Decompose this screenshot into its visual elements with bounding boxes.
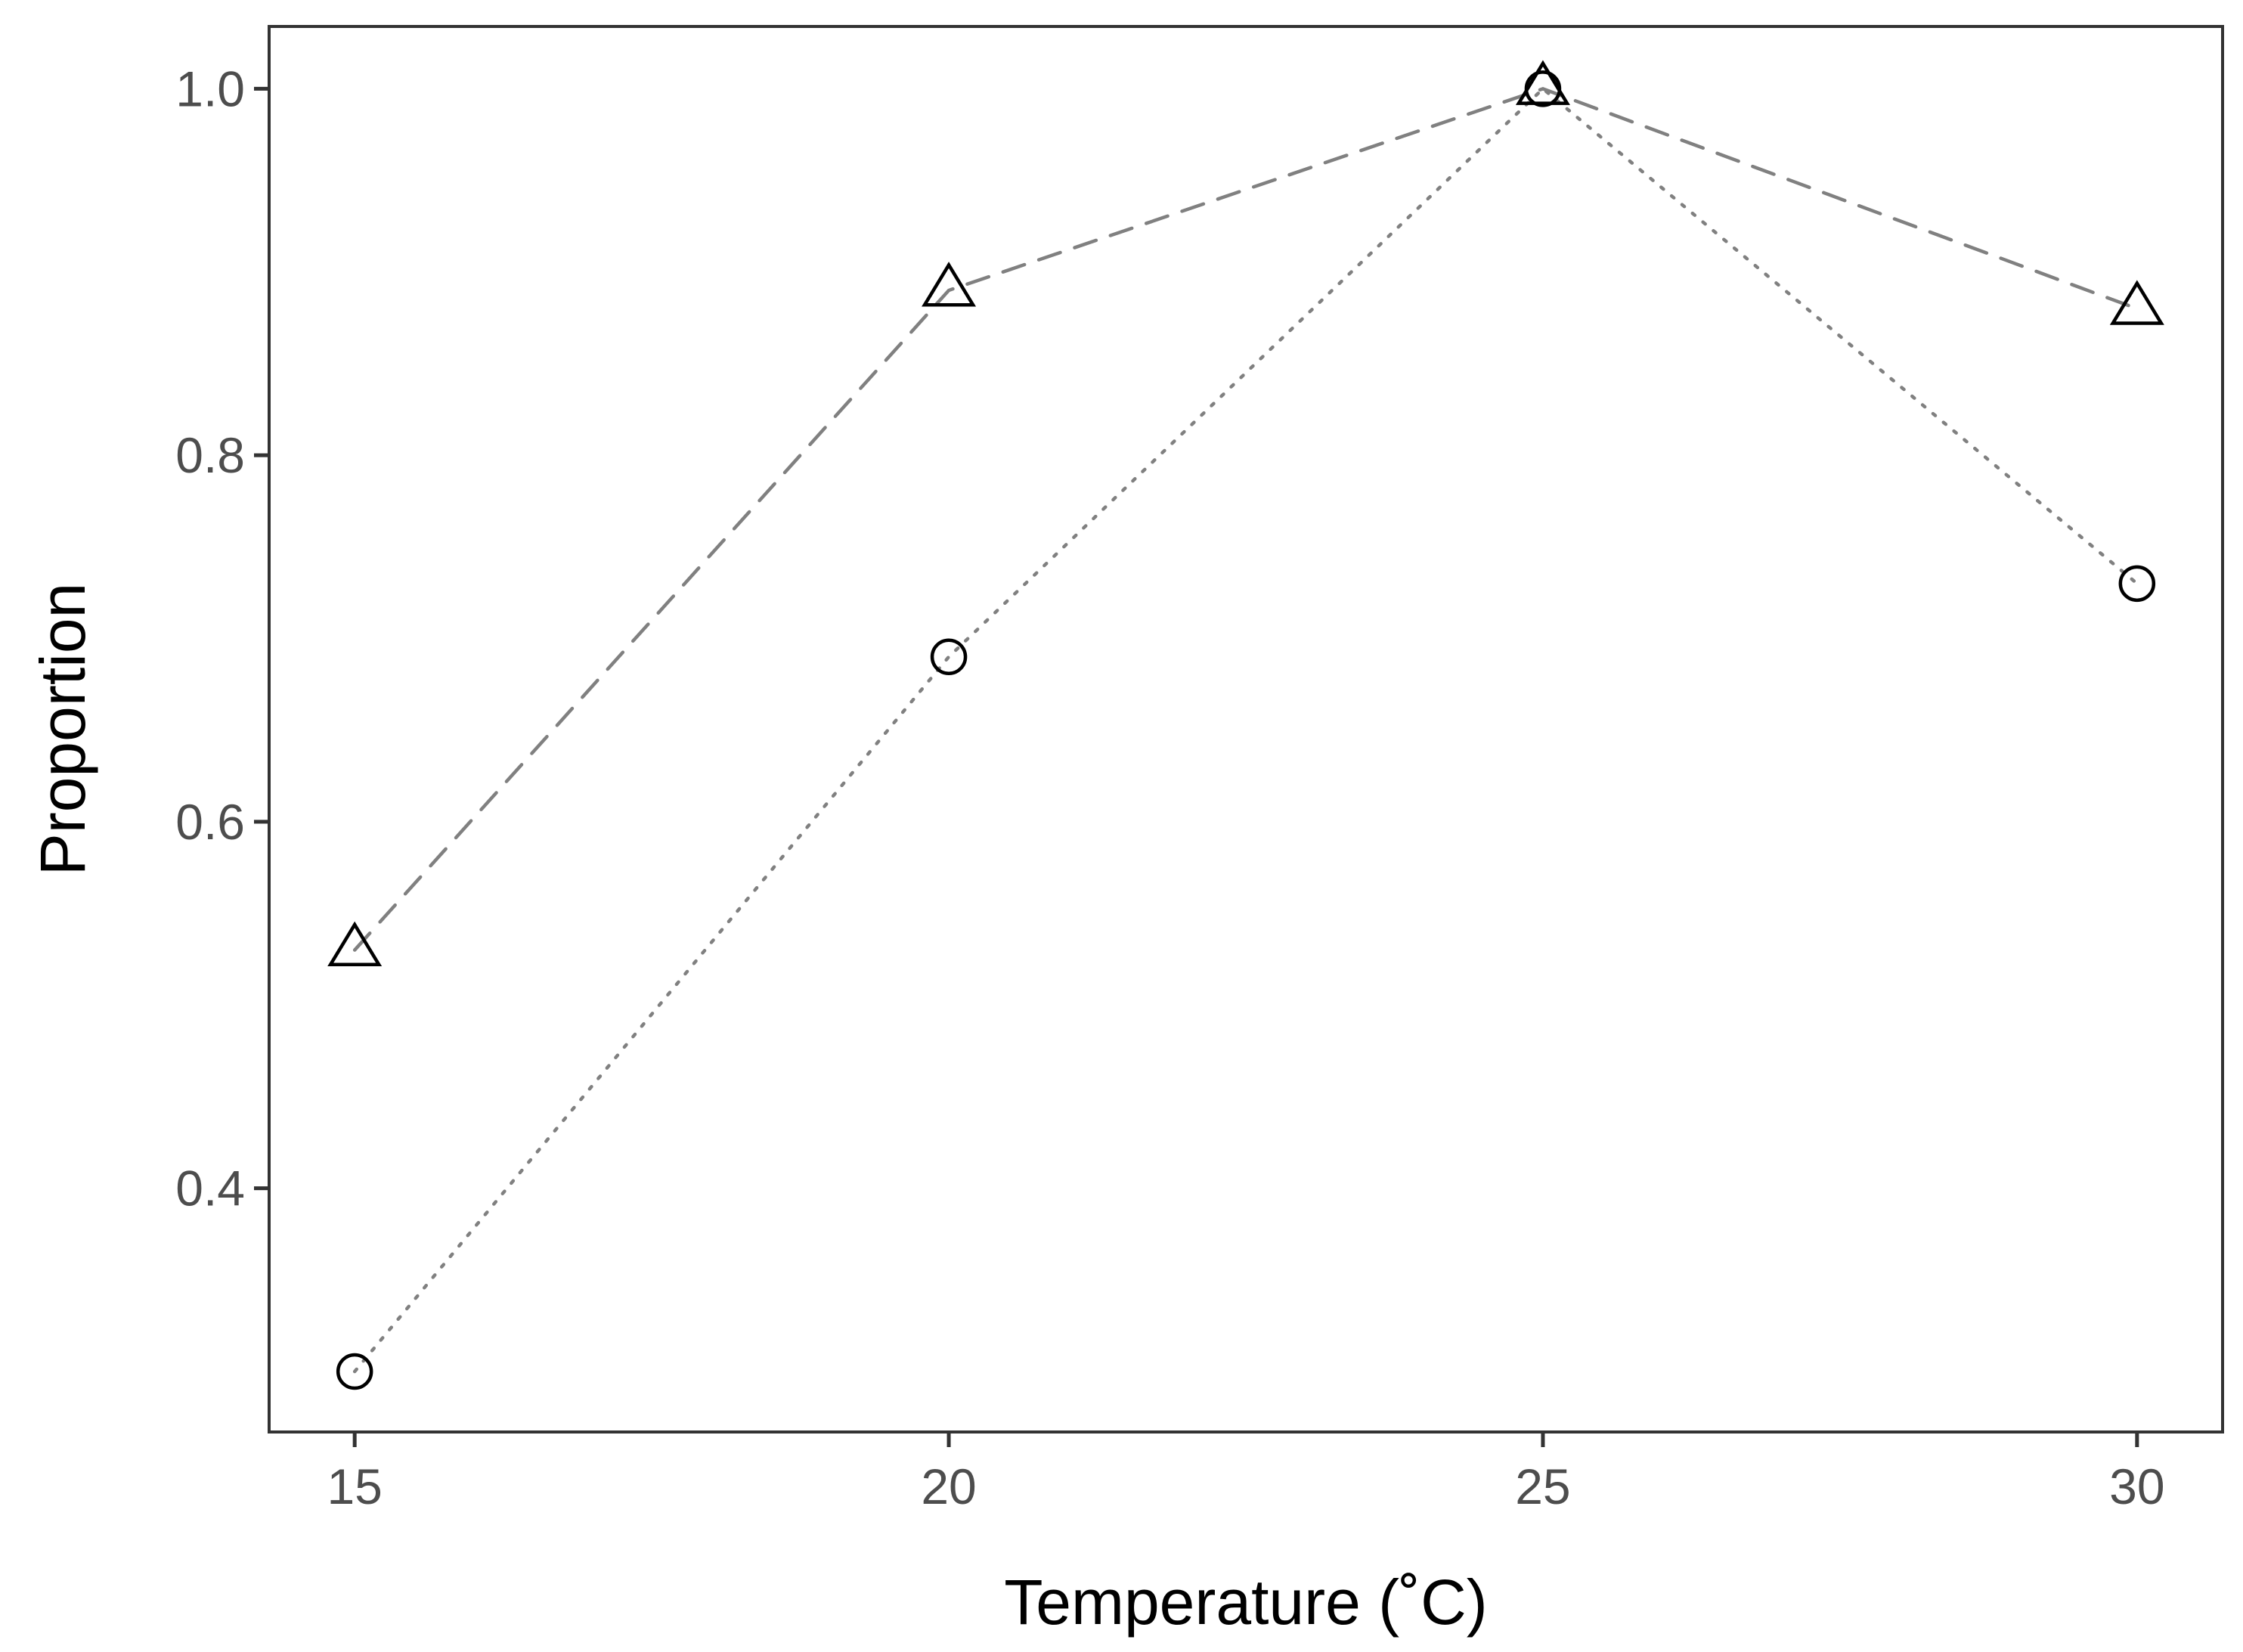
y-tick-label: 0.8	[175, 427, 245, 483]
series-line-triangle	[352, 87, 2139, 952]
x-tick-label: 20	[921, 1458, 976, 1514]
y-tick-label: 0.4	[175, 1161, 245, 1217]
x-axis-title: Temperature (˚C)	[1004, 1567, 1487, 1638]
series-line-circle	[352, 86, 2139, 1374]
y-tick-label: 1.0	[175, 60, 245, 116]
axis-layer: 15 20 25 30 0.4 0.6 0.8 1.0	[175, 60, 2164, 1514]
triangle-point	[327, 921, 383, 967]
x-tick-label: 15	[327, 1458, 382, 1514]
series-layer	[327, 60, 2164, 1390]
plot-frame	[268, 25, 2224, 1433]
triangle-point	[1515, 60, 1570, 105]
circle-point	[1524, 70, 1562, 107]
triangle-point	[2109, 280, 2164, 325]
x-tick-label: 30	[2109, 1458, 2164, 1514]
circle-point	[930, 638, 968, 676]
triangle-point	[922, 262, 977, 307]
circle-point	[336, 1353, 373, 1390]
y-axis-title: Proportion	[27, 583, 98, 876]
circle-point	[2118, 565, 2156, 603]
x-tick-label: 25	[1515, 1458, 1570, 1514]
y-tick-label: 0.6	[175, 794, 245, 850]
